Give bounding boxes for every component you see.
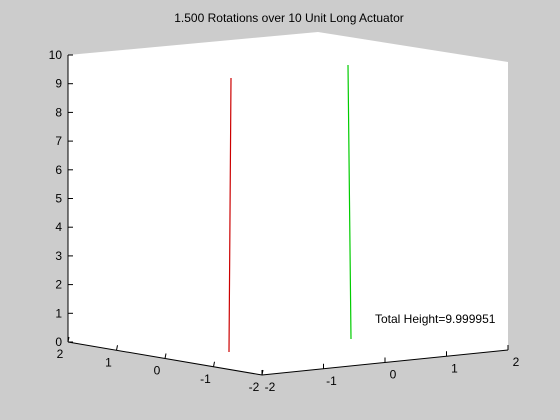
left-axis-tick-mark [116,345,118,351]
right-axis-tick-label: 0 [390,368,397,382]
left-axis-tick-mark [67,336,70,343]
left-axis-tick-label: 0 [154,364,161,378]
z-tick-label: 8 [55,105,62,119]
z-tick-label: 2 [55,278,62,292]
z-tick-label: 6 [55,163,62,177]
z-tick-label: 0 [55,335,62,349]
z-tick-label: 5 [55,192,62,206]
left-axis-tick-mark [164,353,167,359]
z-tick-label: 3 [55,249,62,263]
right-axis-tick-label: -2 [265,380,276,394]
z-tick-label: 4 [55,220,62,234]
z-axis: 0 1 2 3 4 5 6 7 8 9 10 [49,48,73,349]
series-line-1 [228,77,232,353]
z-tick-label: 1 [55,306,62,320]
axes-background [68,32,508,375]
left-axis-tick-label: -2 [249,380,260,394]
right-axis-tick-label: -1 [326,374,337,388]
z-tick-label: 7 [55,134,62,148]
base-axes: 2 1 0 -1 -2 -2 -1 0 1 2 [57,336,520,394]
series-layer [228,64,352,353]
left-axis-tick-label: 2 [57,347,64,361]
chart-title: 1.500 Rotations over 10 Unit Long Actuat… [174,11,403,25]
z-tick-label: 9 [55,77,62,91]
right-axis-tick-label: 2 [513,355,520,369]
left-axis-tick-label: -1 [200,372,211,386]
z-tick-label: 10 [49,48,63,62]
left-axis-tick-mark [213,361,215,367]
left-axis-tick-label: 1 [105,355,112,369]
right-axis-tick-label: 1 [451,361,458,375]
total-height-annotation: Total Height=9.999951 [375,312,496,326]
series-line-2 [347,64,352,340]
